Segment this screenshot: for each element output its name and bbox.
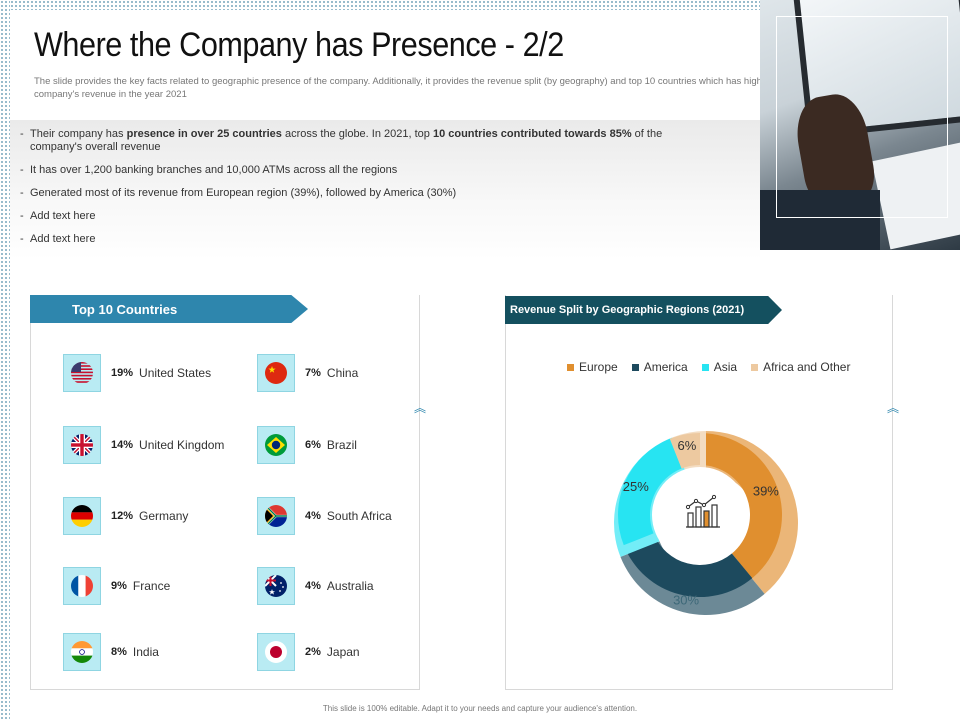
chart-legend: Europe America Asia Africa and Other [567, 360, 850, 374]
country-item: 9% France [63, 567, 170, 605]
flag-tile [257, 426, 295, 464]
country-name: Brazil [326, 438, 357, 452]
france-flag-icon [71, 575, 93, 597]
chart-growth-icon [685, 494, 720, 528]
usa-flag-icon [71, 362, 93, 384]
china-flag-icon [265, 362, 287, 384]
germany-flag-icon [71, 505, 93, 527]
brazil-flag-icon [265, 434, 287, 456]
country-name: United States [139, 366, 212, 380]
australia-flag-icon [265, 575, 287, 597]
chevron-up-icon: ︽ [413, 401, 426, 415]
chevron-up-icon: ︽ [886, 401, 899, 415]
flag-tile [63, 567, 101, 605]
donut-data-label: 25% [623, 479, 649, 494]
country-percentage: 4% [305, 510, 321, 522]
legend-item: America [631, 360, 688, 374]
country-name: South Africa [326, 509, 392, 523]
country-name: United Kingdom [139, 438, 225, 452]
country-item: 12% Germany [63, 497, 188, 535]
legend-swatch [631, 363, 639, 371]
india-flag-icon [71, 641, 93, 663]
donut-data-label: 39% [753, 483, 779, 498]
donut-data-label: 6% [677, 438, 696, 453]
uk-flag-icon [71, 434, 93, 456]
country-percentage: 2% [305, 646, 321, 658]
revenue-split-panel [505, 295, 893, 690]
country-name: India [132, 645, 159, 659]
country-item: 7% China [257, 354, 358, 392]
country-item: 14% United Kingdom [63, 426, 224, 464]
country-item: 2% Japan [257, 633, 360, 671]
key-facts-list: Their company has presence in over 25 co… [20, 128, 710, 256]
country-percentage: 8% [111, 646, 127, 658]
page-subtitle: The slide provides the key facts related… [34, 76, 853, 100]
legend-swatch [751, 363, 759, 371]
page-title: Where the Company has Presence - 2/2 [34, 26, 564, 64]
country-percentage: 19% [111, 367, 134, 379]
legend-label: Africa and Other [763, 360, 851, 374]
country-name: Germany [139, 509, 189, 523]
flag-tile [63, 633, 101, 671]
top-countries-heading: Top 10 Countries [30, 295, 308, 323]
japan-flag-icon [265, 641, 287, 663]
flag-tile [257, 567, 295, 605]
flag-tile [257, 633, 295, 671]
donut-slice [669, 433, 700, 469]
legend-item: Asia [701, 360, 738, 374]
donut-data-label: 30% [673, 592, 699, 607]
legend-swatch [701, 363, 709, 371]
flag-tile [257, 497, 295, 535]
country-item: 4% Australia [257, 567, 374, 605]
revenue-split-heading: Revenue Split by Geographic Regions (202… [505, 296, 782, 324]
key-fact-item: Generated most of its revenue from Europ… [20, 187, 710, 200]
country-item: 8% India [63, 633, 159, 671]
country-item: 6% Brazil [257, 426, 357, 464]
country-percentage: 9% [111, 580, 127, 592]
top-countries-panel [30, 295, 420, 690]
legend-swatch [567, 363, 574, 371]
key-fact-item: It has over 1,200 banking branches and 1… [20, 164, 710, 177]
decorative-dot-pattern-top [10, 0, 770, 10]
key-fact-item: Their company has presence in over 25 co… [20, 128, 710, 154]
country-name: Japan [326, 645, 360, 659]
country-percentage: 14% [111, 439, 134, 451]
flag-tile [63, 354, 101, 392]
footer-note: This slide is 100% editable. Adapt it to… [322, 704, 638, 713]
flag-tile [257, 354, 295, 392]
legend-label: America [643, 360, 688, 374]
revenue-donut-chart: 39% 30% 25% 6% [614, 431, 798, 615]
flag-tile [63, 426, 101, 464]
donut-slice [618, 438, 682, 546]
country-name: Australia [326, 579, 374, 593]
donut-slice [700, 433, 782, 579]
legend-item: Europe [567, 360, 618, 374]
country-item: 19% United States [63, 354, 211, 392]
legend-item: Africa and Other [751, 360, 850, 374]
key-fact-item: Add text here [20, 210, 710, 223]
key-fact-item: Add text here [20, 233, 710, 246]
donut-center [652, 467, 748, 563]
country-percentage: 7% [305, 367, 321, 379]
laptop-photo [760, 0, 960, 250]
south-africa-flag-icon [265, 505, 287, 527]
donut-slice [623, 533, 753, 597]
flag-tile [63, 497, 101, 535]
legend-label: Asia [713, 360, 738, 374]
country-percentage: 12% [111, 510, 134, 522]
legend-label: Europe [579, 360, 618, 374]
country-item: 4% South Africa [257, 497, 392, 535]
country-name: China [326, 366, 359, 380]
country-percentage: 4% [305, 580, 321, 592]
decorative-dot-pattern-left [0, 0, 10, 720]
country-name: France [132, 579, 171, 593]
country-percentage: 6% [305, 439, 321, 451]
